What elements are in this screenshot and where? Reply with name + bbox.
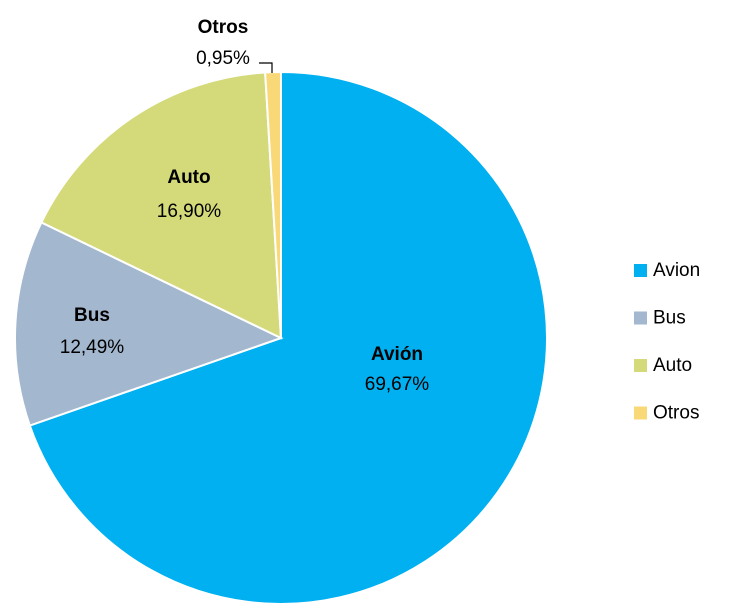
legend-label: Otros [653, 403, 699, 424]
pie-slice [264, 70, 282, 339]
data-label-value: 16,90% [157, 201, 222, 222]
legend-label: Avion [653, 260, 700, 281]
data-label-value: 69,67% [365, 374, 430, 395]
pie-slice [14, 221, 284, 427]
legend-swatch [634, 359, 647, 372]
legend-swatch [634, 311, 647, 325]
data-label-value: 0,95% [196, 48, 250, 69]
legend-label: Auto [653, 355, 692, 376]
legend-swatch [634, 406, 647, 420]
pie-slice [28, 70, 548, 604]
legend-label: Bus [653, 308, 686, 329]
data-label-name: Bus [74, 305, 110, 326]
pie-slice [40, 71, 283, 340]
data-label-name: Auto [167, 167, 210, 188]
leader-line [259, 62, 273, 73]
data-label-name: Avión [371, 344, 423, 365]
data-label-value: 12,49% [60, 337, 125, 358]
legend-swatch [634, 264, 647, 277]
data-label-name: Otros [198, 17, 249, 38]
